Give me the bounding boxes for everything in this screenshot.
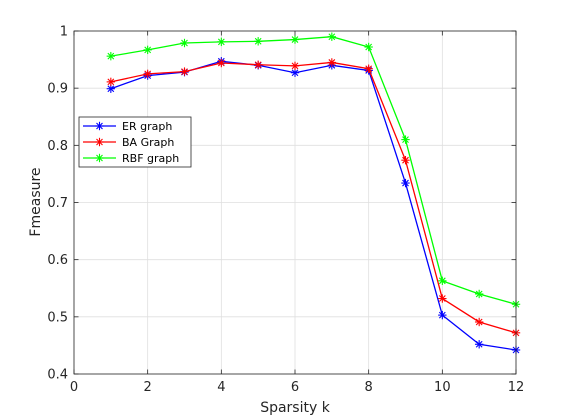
legend-marker [95, 153, 104, 163]
legend-marker [95, 121, 104, 131]
x-tick-label: 2 [144, 380, 152, 395]
data-point [106, 51, 116, 61]
data-point [217, 37, 226, 47]
series-line [110, 60, 517, 351]
x-axis-label: Sparsity k [260, 400, 331, 416]
legend-label: ER graph [122, 120, 172, 133]
y-tick-label: 0.7 [47, 196, 68, 211]
data-point [143, 69, 152, 79]
y-tick-label: 0.8 [47, 139, 68, 154]
y-tick-label: 0.5 [47, 310, 68, 325]
data-point [106, 84, 116, 93]
y-tick-label: 0.6 [47, 253, 68, 268]
data-point [106, 77, 116, 87]
legend-entry: BA Graph [83, 136, 174, 149]
data-point [290, 35, 300, 44]
data-point [327, 32, 337, 41]
data-point [401, 178, 410, 188]
series-layer [106, 32, 521, 355]
data-point [327, 58, 337, 67]
data-point [474, 340, 484, 349]
tick-labels: 0 2 4 6 8 10 12 0.4 0.5 0.6 0.7 0.8 0.9 1 [47, 25, 524, 396]
data-point [253, 60, 263, 69]
legend-entry: RBF graph [83, 152, 179, 165]
data-point [290, 61, 300, 71]
data-point [401, 155, 410, 165]
y-tick-label: 0.9 [47, 82, 68, 97]
x-tick-label: 10 [434, 380, 451, 395]
x-tick-label: 8 [365, 380, 373, 395]
legend-label: BA Graph [122, 136, 174, 149]
series-ba-graph [106, 58, 521, 338]
data-point [474, 317, 484, 327]
y-tick-label: 0.4 [47, 368, 68, 383]
data-point [217, 58, 226, 68]
data-point [180, 67, 189, 76]
x-tick-label: 0 [70, 380, 78, 395]
data-point [401, 135, 410, 144]
series-line [110, 61, 517, 334]
legend-label: RBF graph [122, 152, 179, 165]
x-tick-label: 6 [291, 380, 299, 395]
legend-entry: ER graph [83, 120, 172, 133]
data-point [438, 310, 447, 320]
series-line [110, 36, 517, 305]
data-point [253, 37, 263, 46]
y-tick-label: 1 [60, 25, 68, 40]
x-tick-label: 4 [217, 380, 225, 395]
data-point [143, 45, 152, 55]
data-point [438, 276, 447, 286]
y-axis-label: Fmeasure [28, 167, 44, 236]
legend-marker [95, 137, 104, 147]
x-tick-label: 12 [508, 380, 525, 395]
data-point [474, 289, 484, 299]
data-point [180, 38, 189, 48]
data-point [364, 42, 373, 52]
series-rbf-graph [106, 32, 521, 309]
axis-ticks [73, 30, 517, 375]
legend: ER graph BA Graph RBF graph [78, 116, 192, 168]
data-point [364, 64, 373, 73]
data-point [438, 294, 447, 303]
